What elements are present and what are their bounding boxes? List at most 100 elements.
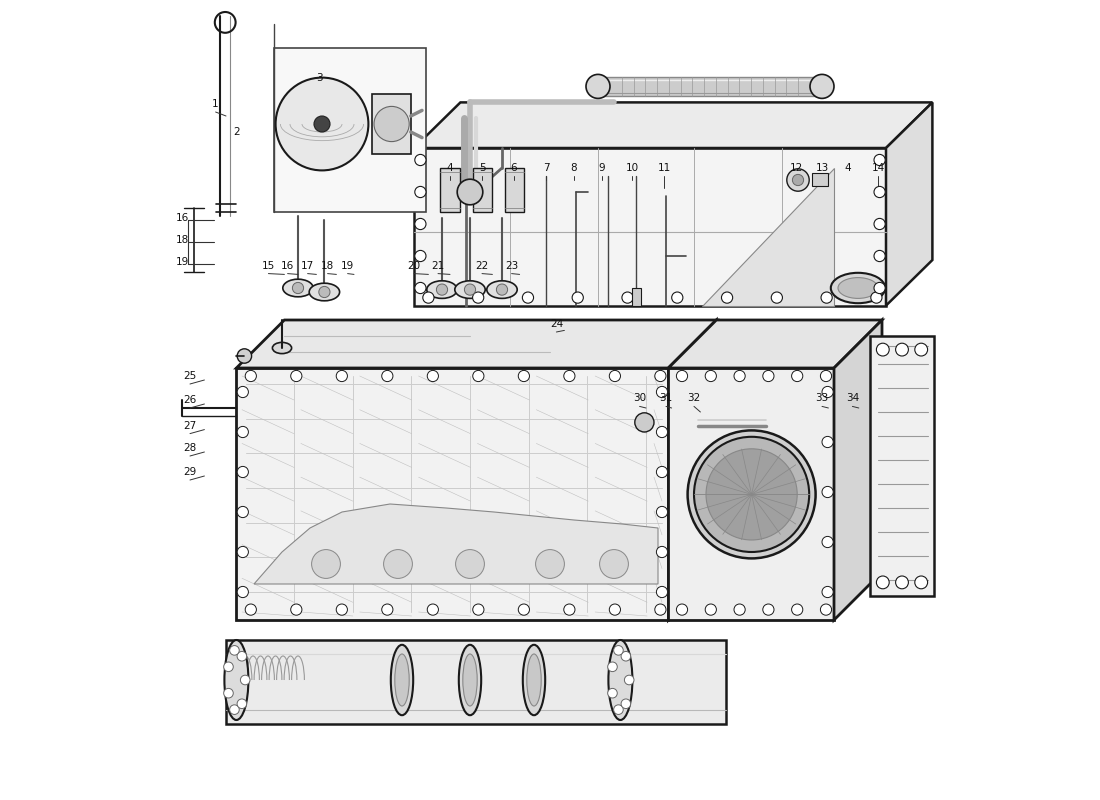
Ellipse shape	[459, 645, 481, 715]
Text: 4: 4	[845, 163, 851, 173]
Circle shape	[564, 604, 575, 615]
Circle shape	[821, 292, 833, 303]
Text: 16: 16	[175, 213, 188, 222]
Circle shape	[762, 370, 774, 382]
Circle shape	[415, 218, 426, 230]
Circle shape	[536, 550, 564, 578]
Ellipse shape	[454, 281, 485, 298]
Circle shape	[621, 292, 634, 303]
Text: 1: 1	[212, 99, 219, 109]
Circle shape	[290, 370, 301, 382]
Circle shape	[427, 604, 439, 615]
Text: 10: 10	[626, 163, 639, 173]
Circle shape	[238, 651, 246, 661]
Circle shape	[734, 604, 745, 615]
Polygon shape	[669, 320, 882, 368]
Circle shape	[734, 370, 745, 382]
Circle shape	[877, 343, 889, 356]
Circle shape	[792, 370, 803, 382]
Text: 33: 33	[815, 394, 828, 403]
Polygon shape	[414, 148, 886, 306]
Text: 21: 21	[431, 261, 444, 270]
Circle shape	[792, 604, 803, 615]
Circle shape	[223, 662, 233, 672]
Circle shape	[238, 586, 249, 598]
Ellipse shape	[838, 278, 878, 298]
Ellipse shape	[522, 645, 546, 715]
Circle shape	[822, 536, 833, 547]
Circle shape	[458, 179, 483, 205]
Polygon shape	[870, 336, 934, 596]
Circle shape	[238, 349, 252, 363]
Circle shape	[374, 106, 409, 142]
Text: 25: 25	[184, 371, 197, 381]
Circle shape	[314, 116, 330, 132]
Text: 20: 20	[407, 261, 420, 270]
Circle shape	[245, 370, 256, 382]
Circle shape	[915, 343, 927, 356]
Circle shape	[276, 78, 369, 170]
Circle shape	[609, 604, 620, 615]
Text: 4: 4	[447, 163, 453, 173]
Circle shape	[874, 250, 886, 262]
Text: 23: 23	[505, 261, 518, 270]
Text: 3: 3	[317, 74, 323, 83]
Circle shape	[415, 186, 426, 198]
Text: 17: 17	[301, 261, 315, 270]
Bar	[598, 77, 822, 96]
Polygon shape	[702, 168, 834, 306]
Text: 11: 11	[658, 163, 671, 173]
Bar	[505, 168, 525, 212]
Circle shape	[722, 292, 733, 303]
Text: 22: 22	[475, 261, 488, 270]
Circle shape	[245, 604, 256, 615]
Circle shape	[874, 218, 886, 230]
Circle shape	[705, 370, 716, 382]
Ellipse shape	[487, 281, 517, 298]
Circle shape	[415, 282, 426, 294]
Circle shape	[635, 413, 654, 432]
Circle shape	[657, 586, 668, 598]
Circle shape	[822, 386, 833, 398]
Text: 2: 2	[233, 127, 240, 137]
Circle shape	[427, 370, 439, 382]
Text: 13: 13	[815, 163, 828, 173]
Circle shape	[290, 604, 301, 615]
Polygon shape	[834, 320, 882, 620]
Circle shape	[473, 370, 484, 382]
Ellipse shape	[309, 283, 340, 301]
Circle shape	[238, 386, 249, 398]
Ellipse shape	[224, 640, 249, 720]
Circle shape	[238, 699, 246, 709]
Text: 15: 15	[262, 261, 275, 270]
Text: eurospares: eurospares	[505, 554, 786, 598]
Circle shape	[810, 74, 834, 98]
Text: 19: 19	[341, 261, 354, 270]
Text: 7: 7	[542, 163, 549, 173]
Circle shape	[705, 604, 716, 615]
Text: 34: 34	[846, 394, 859, 403]
Text: 16: 16	[280, 261, 294, 270]
Text: 24: 24	[550, 319, 563, 329]
Bar	[473, 168, 493, 212]
Circle shape	[822, 437, 833, 448]
Circle shape	[518, 370, 529, 382]
Circle shape	[437, 284, 448, 295]
Circle shape	[337, 370, 348, 382]
Text: 14: 14	[871, 163, 884, 173]
Text: 28: 28	[184, 443, 197, 453]
Circle shape	[654, 604, 666, 615]
Circle shape	[607, 662, 617, 672]
Circle shape	[238, 426, 249, 438]
Circle shape	[319, 286, 330, 298]
Circle shape	[496, 284, 507, 295]
Circle shape	[792, 174, 804, 186]
Circle shape	[676, 604, 688, 615]
Text: 5: 5	[478, 163, 485, 173]
Circle shape	[877, 576, 889, 589]
Circle shape	[422, 292, 435, 303]
Circle shape	[614, 646, 624, 655]
Circle shape	[657, 386, 668, 398]
Polygon shape	[669, 320, 716, 620]
Circle shape	[621, 651, 630, 661]
